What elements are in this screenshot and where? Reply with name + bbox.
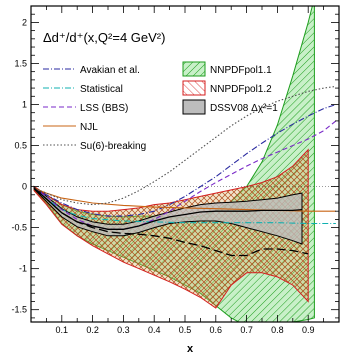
legend-label-lss-bbs: LSS (BBS) xyxy=(80,103,128,114)
x-tick-label: 0.2 xyxy=(86,325,99,335)
x-tick-label: 0.5 xyxy=(179,325,192,335)
x-axis-label: x xyxy=(187,343,194,355)
axes: 0.1 0.2 0.3 0.4 0.5 0.6 0.7 0.8 0.9 -1.5 -1 -0.5 0 0.… xyxy=(11,5,340,335)
x-tick-label: 0.8 xyxy=(271,325,284,335)
legend: Avakian et al. Statistical LSS (BBS) NJL Su(… xyxy=(43,61,278,152)
legend-swatch-dssv08-1 xyxy=(182,99,206,115)
legend-label-njl: NJL xyxy=(80,122,98,133)
series-lss-bbs xyxy=(33,120,337,230)
y-tick-label: 1.5 xyxy=(14,58,27,68)
y-tick-label: -1 xyxy=(19,264,27,274)
lines-layer xyxy=(33,85,337,257)
y-tick-label: 1 xyxy=(22,99,27,109)
x-tick-label: 0.6 xyxy=(210,325,223,335)
x-tick-label: 0.3 xyxy=(117,325,130,335)
legend-label-su-6-breaking: Su(6)-breaking xyxy=(80,141,146,152)
y-tick-label: 0.5 xyxy=(14,141,27,151)
legend-label-dssv08-1: DSSV08 Δχ²=1 xyxy=(210,103,278,114)
band-nnpdfpol1-2 xyxy=(33,148,309,309)
bands-layer xyxy=(33,6,315,322)
x-tick-label: 0.9 xyxy=(302,325,315,335)
y-tick-label: -1.5 xyxy=(11,305,27,315)
legend-label-statistical: Statistical xyxy=(80,84,123,95)
legend-label-nnpdfpol1-2: NNPDFpol1.2 xyxy=(210,84,272,95)
y-tick-label: 2 xyxy=(22,17,27,27)
legend-label-nnpdfpol1-1: NNPDFpol1.1 xyxy=(210,65,272,76)
legend-swatch-nnpdfpol1-1 xyxy=(182,61,206,77)
x-tick-label: 0.1 xyxy=(56,325,69,335)
series-nnpdf-central xyxy=(33,187,309,257)
series-su-6-breaking xyxy=(33,85,336,206)
chart-title: Δd⁺/d⁺(x,Q²=4 GeV²) xyxy=(43,30,165,45)
legend-swatch-nnpdfpol1-2 xyxy=(182,80,206,96)
legend-label-avakian-et-al: Avakian et al. xyxy=(80,65,140,76)
y-tick-label: 0 xyxy=(22,182,27,192)
x-tick-label: 0.7 xyxy=(240,325,253,335)
x-tick-label: 0.4 xyxy=(148,325,161,335)
y-tick-label: -0.5 xyxy=(11,223,27,233)
